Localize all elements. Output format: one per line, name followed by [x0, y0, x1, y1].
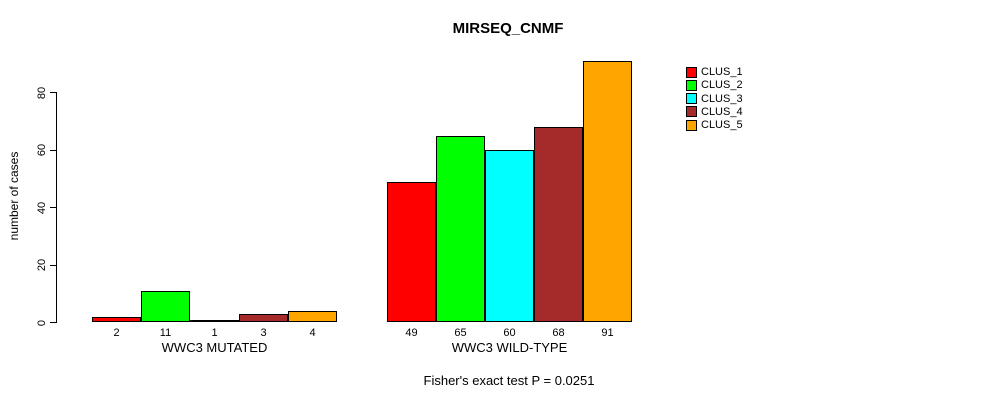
bar-clus_4-group1	[239, 313, 288, 323]
y-tick	[50, 264, 57, 266]
y-tick-label: 0	[36, 319, 48, 326]
legend-label: CLUS_3	[701, 92, 743, 105]
bar-clus_3-group1	[190, 319, 239, 323]
legend-swatch-icon	[686, 106, 697, 118]
legend-item-clus_3: CLUS_3	[686, 93, 743, 105]
bar-value-label: 1	[211, 327, 218, 339]
bar-value-label: 68	[552, 327, 565, 339]
bar-value-label: 4	[309, 327, 316, 339]
legend-swatch-icon	[686, 79, 697, 91]
legend-swatch-icon	[686, 93, 697, 105]
y-tick	[50, 92, 57, 94]
bar-value-label: 49	[405, 327, 418, 339]
y-tick-label: 20	[36, 258, 48, 272]
y-tick	[50, 207, 57, 209]
chart-title: MIRSEQ_CNMF	[452, 20, 564, 37]
legend-label: CLUS_2	[701, 79, 743, 92]
legend-item-clus_4: CLUS_4	[686, 106, 743, 118]
legend-item-clus_1: CLUS_1	[686, 66, 743, 78]
group-label: WWC3 MUTATED	[161, 340, 268, 355]
legend-label: CLUS_5	[701, 119, 743, 132]
bar-clus_1-group2	[387, 181, 436, 323]
legend-label: CLUS_1	[701, 66, 743, 78]
legend-label: CLUS_4	[701, 105, 743, 118]
bar-value-label: 11	[159, 327, 172, 339]
bar-clus_3-group2	[485, 150, 534, 323]
y-tick	[50, 149, 57, 151]
bar-clus_5-group1	[288, 311, 337, 323]
bar-clus_5-group2	[583, 61, 632, 323]
bar-value-label: 2	[113, 327, 120, 339]
y-tick-label: 40	[36, 201, 48, 214]
annotation-text: Fisher's exact test P = 0.0251	[423, 373, 595, 388]
y-axis-label: number of cases	[7, 151, 21, 241]
y-tick-label: 80	[36, 86, 48, 100]
bar-clus_1-group1	[92, 316, 141, 323]
bar-clus_2-group1	[141, 290, 190, 323]
bar-clus_2-group2	[436, 136, 485, 323]
legend-swatch-icon	[686, 66, 697, 78]
bar-value-label: 60	[503, 327, 516, 339]
bar-value-label: 91	[601, 327, 614, 339]
legend-swatch-icon	[686, 119, 697, 131]
group-label: WWC3 WILD-TYPE	[451, 340, 568, 355]
legend-item-clus_2: CLUS_2	[686, 79, 743, 91]
bar-value-label: 3	[260, 327, 267, 339]
bar-clus_4-group2	[534, 127, 583, 323]
legend-item-clus_5: CLUS_5	[686, 119, 743, 131]
bar-value-label: 65	[454, 327, 467, 339]
y-tick	[50, 322, 57, 323]
y-tick-label: 60	[36, 144, 48, 157]
